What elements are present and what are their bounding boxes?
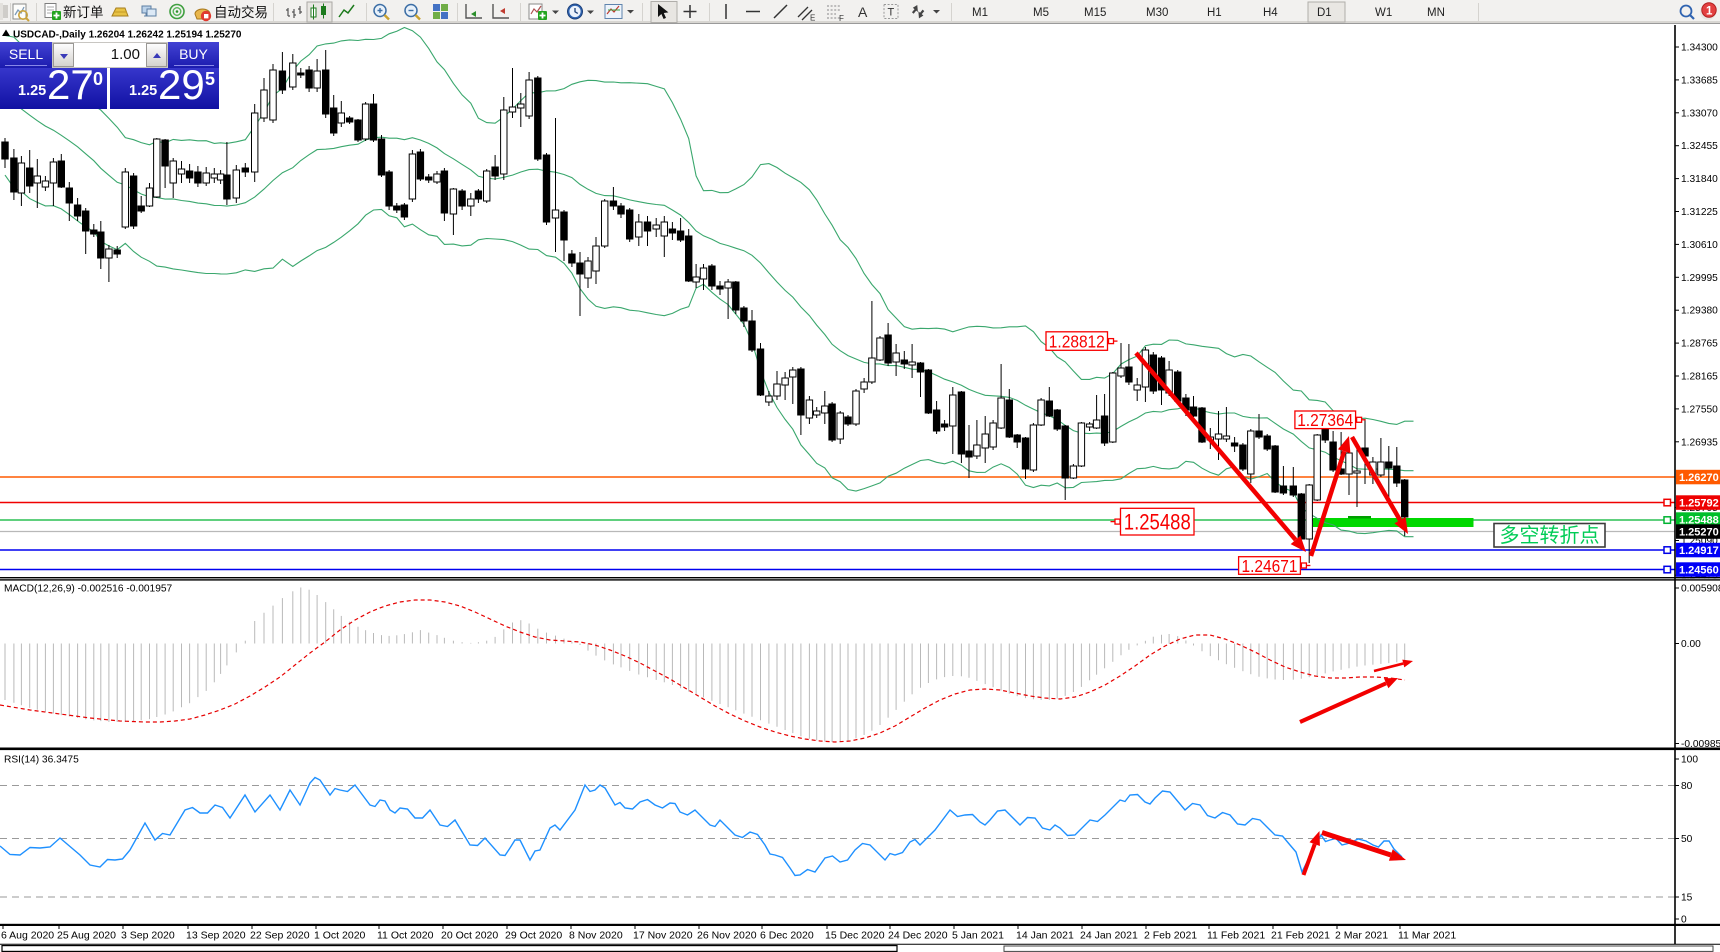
svg-text:29 Oct 2020: 29 Oct 2020 (505, 930, 562, 942)
svg-text:多空转折点: 多空转折点 (1500, 524, 1600, 547)
svg-text:1.24560: 1.24560 (1679, 565, 1719, 577)
svg-text:H4: H4 (1263, 7, 1278, 19)
svg-text:1 Oct 2020: 1 Oct 2020 (314, 930, 366, 942)
svg-text:6 Aug 2020: 6 Aug 2020 (1, 930, 54, 942)
svg-text:14 Jan 2021: 14 Jan 2021 (1016, 930, 1074, 942)
svg-text:21 Feb 2021: 21 Feb 2021 (1271, 930, 1330, 942)
svg-text:1.31840: 1.31840 (1681, 174, 1718, 185)
svg-text:6 Dec 2020: 6 Dec 2020 (760, 930, 814, 942)
svg-text:1.29380: 1.29380 (1681, 306, 1718, 317)
svg-text:1.33685: 1.33685 (1681, 75, 1718, 86)
svg-text:1.25792: 1.25792 (1679, 498, 1719, 510)
svg-text:0.00: 0.00 (1681, 639, 1701, 650)
svg-text:M30: M30 (1146, 7, 1168, 19)
svg-text:MACD(12,26,9) -0.002516 -0.001: MACD(12,26,9) -0.002516 -0.001957 (4, 584, 173, 595)
svg-text:0.005908: 0.005908 (1681, 584, 1720, 595)
svg-text:W1: W1 (1375, 7, 1392, 19)
svg-text:13 Sep 2020: 13 Sep 2020 (186, 930, 246, 942)
svg-text:11 Mar 2021: 11 Mar 2021 (1398, 930, 1456, 942)
svg-text:1.28765: 1.28765 (1681, 339, 1718, 350)
svg-text:F: F (839, 14, 844, 23)
svg-text:M5: M5 (1033, 7, 1049, 19)
svg-text:1.28812: 1.28812 (1049, 331, 1105, 351)
svg-text:5 Jan 2021: 5 Jan 2021 (952, 930, 1004, 942)
svg-text:11 Oct 2020: 11 Oct 2020 (377, 930, 434, 942)
svg-text:1.25488: 1.25488 (1124, 510, 1191, 535)
svg-text:1: 1 (1706, 6, 1713, 18)
svg-text:1.24671: 1.24671 (1242, 556, 1298, 576)
svg-text:1.27364: 1.27364 (1297, 410, 1353, 430)
svg-text:MN: MN (1427, 7, 1445, 19)
svg-text:1.25270: 1.25270 (1679, 527, 1719, 539)
svg-text:2 Feb 2021: 2 Feb 2021 (1144, 930, 1197, 942)
svg-text:1.26935: 1.26935 (1681, 437, 1718, 448)
svg-text:1.27550: 1.27550 (1681, 404, 1718, 415)
svg-text:RSI(14) 36.3475: RSI(14) 36.3475 (4, 755, 79, 766)
svg-text:1.26270: 1.26270 (1679, 472, 1719, 484)
svg-text:USDCAD-,Daily 1.26204 1.26242: USDCAD-,Daily 1.26204 1.26242 1.25194 1.… (13, 30, 242, 41)
svg-text:8 Nov 2020: 8 Nov 2020 (569, 930, 623, 942)
svg-text:11 Feb 2021: 11 Feb 2021 (1207, 930, 1265, 942)
svg-text:E: E (810, 14, 815, 23)
svg-text:15: 15 (1681, 893, 1693, 904)
svg-text:17 Nov 2020: 17 Nov 2020 (633, 930, 693, 942)
svg-text:1.25488: 1.25488 (1679, 515, 1719, 527)
svg-text:24 Dec 2020: 24 Dec 2020 (888, 930, 948, 942)
svg-text:1.28165: 1.28165 (1681, 372, 1718, 383)
svg-text:A: A (858, 4, 868, 20)
svg-text:1.32455: 1.32455 (1681, 141, 1718, 152)
svg-text:1.25090: 1.25090 (1681, 536, 1718, 547)
svg-text:3 Sep 2020: 3 Sep 2020 (121, 930, 175, 942)
svg-text:15 Dec 2020: 15 Dec 2020 (825, 930, 885, 942)
svg-text:自动交易: 自动交易 (214, 4, 268, 20)
svg-text:M1: M1 (972, 7, 988, 19)
svg-text:50: 50 (1681, 834, 1693, 845)
svg-text:24 Jan 2021: 24 Jan 2021 (1080, 930, 1138, 942)
svg-text:D1: D1 (1317, 7, 1332, 19)
svg-text:25 Aug 2020: 25 Aug 2020 (57, 930, 116, 942)
svg-text:0: 0 (1681, 915, 1687, 926)
svg-text:1.29995: 1.29995 (1681, 273, 1718, 284)
svg-text:1.33070: 1.33070 (1681, 108, 1718, 119)
svg-text:100: 100 (1681, 755, 1698, 766)
svg-text:T: T (888, 7, 895, 19)
svg-text:26 Nov 2020: 26 Nov 2020 (697, 930, 757, 942)
svg-text:20 Oct 2020: 20 Oct 2020 (441, 930, 498, 942)
svg-text:1.24917: 1.24917 (1679, 545, 1719, 557)
svg-text:80: 80 (1681, 781, 1693, 792)
svg-text:2 Mar 2021: 2 Mar 2021 (1335, 930, 1388, 942)
svg-text:1.34300: 1.34300 (1681, 43, 1718, 54)
svg-text:新订单: 新订单 (63, 5, 104, 20)
svg-text:H1: H1 (1207, 7, 1222, 19)
svg-text:22 Sep 2020: 22 Sep 2020 (250, 930, 310, 942)
svg-text:1.30610: 1.30610 (1681, 240, 1718, 251)
svg-text:1.31225: 1.31225 (1681, 207, 1718, 218)
svg-text:M15: M15 (1084, 7, 1106, 19)
